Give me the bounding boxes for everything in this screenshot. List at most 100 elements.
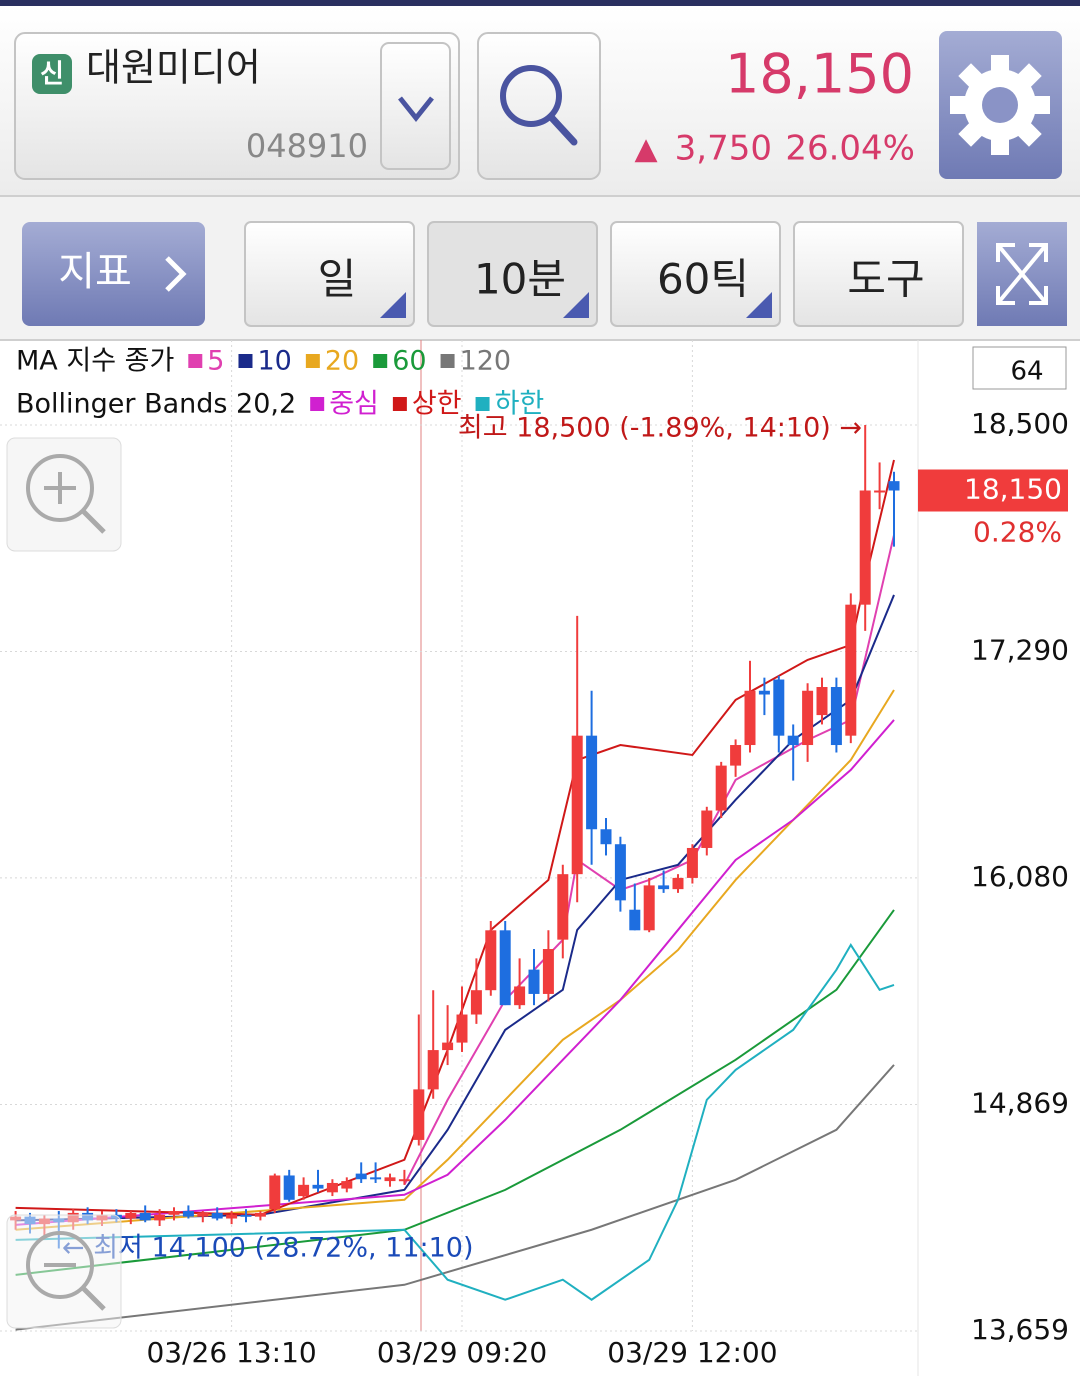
- legend-title: Bollinger Bands 20,2: [16, 389, 296, 420]
- candle-body: [557, 874, 569, 940]
- candle-body: [125, 1212, 137, 1219]
- grid: [0, 340, 918, 1332]
- change-arrow: ▲: [634, 132, 657, 167]
- indicator-line: [15, 719, 895, 1226]
- legend-swatch: [440, 354, 455, 368]
- candle-body: [874, 490, 886, 493]
- candle-body: [600, 829, 612, 845]
- legend-label: 중심: [329, 389, 379, 420]
- dropdown-corner: [380, 292, 406, 318]
- dropdown-corner: [746, 292, 772, 318]
- indicator-line: [15, 459, 895, 1216]
- legend-swatch: [373, 354, 388, 368]
- last-price-box: [918, 469, 1068, 512]
- candle-body: [672, 877, 684, 890]
- y-tick-label: 13,659: [971, 1313, 1069, 1346]
- dropdown-button[interactable]: [380, 42, 451, 170]
- count-box: [972, 346, 1067, 390]
- labels: 18,500 17,290 16,080 14,869 13,659 03/26 13:1…: [16, 346, 1069, 1370]
- toolbar-label: 60틱: [657, 255, 749, 304]
- legend-swatch: [305, 354, 320, 368]
- candle-body: [485, 930, 497, 991]
- indicator-line: [15, 942, 895, 1301]
- legend-swatch: [475, 397, 490, 411]
- candle-body: [154, 1214, 166, 1221]
- candle-body: [240, 1214, 252, 1217]
- candle-body: [586, 735, 598, 830]
- price: 18,150: [725, 43, 914, 106]
- candle-body: [715, 765, 727, 811]
- search-button[interactable]: [477, 32, 601, 180]
- zoom-handle: [81, 509, 106, 534]
- candle-body: [816, 687, 828, 716]
- candle-body: [629, 909, 641, 931]
- change: 3,750: [675, 129, 772, 169]
- candle-body: [442, 1042, 454, 1051]
- candle-body: [456, 1014, 468, 1043]
- toolbar-label: 일: [318, 255, 357, 304]
- x-tick-label: 03/26 13:10: [146, 1336, 316, 1369]
- candle-body: [830, 687, 842, 746]
- legend-label: 5: [207, 346, 224, 377]
- candle-body: [888, 481, 900, 491]
- toolbar-button[interactable]: [427, 221, 598, 327]
- toolbar-label: 10분: [474, 255, 566, 304]
- chevron: [398, 96, 434, 123]
- zoom-icon: [26, 454, 94, 522]
- candle-body: [730, 745, 742, 766]
- legend-swatch: [188, 354, 203, 368]
- badge: [32, 54, 72, 94]
- stock-name: 대원미디어: [86, 46, 261, 90]
- candle-body: [298, 1184, 310, 1197]
- candles: [10, 425, 900, 1249]
- candle-body: [139, 1212, 151, 1221]
- candle-body: [168, 1211, 180, 1215]
- candle-body: [283, 1175, 295, 1200]
- candle-body: [571, 735, 583, 875]
- candle-body: [686, 847, 698, 878]
- candle-body: [254, 1212, 266, 1217]
- candle-body: [226, 1214, 238, 1219]
- zoom-icon: [26, 1231, 94, 1299]
- last-change: 0.28%: [973, 516, 1062, 549]
- legend-swatch: [310, 397, 325, 411]
- candle-body: [370, 1177, 382, 1180]
- candle-body: [614, 844, 626, 901]
- indicator-button[interactable]: [22, 222, 205, 326]
- candle-body: [643, 885, 655, 931]
- y-tick-label: 14,869: [971, 1087, 1069, 1120]
- toolbar-button[interactable]: [244, 221, 415, 327]
- candle-body: [499, 930, 511, 1006]
- stock-code: 048910: [246, 127, 368, 165]
- search-handle: [547, 113, 578, 146]
- candle-body: [542, 949, 554, 994]
- low-annotation: ← 최저 14,100 (28.72%, 11:10): [62, 1233, 474, 1264]
- toolbar-button[interactable]: [610, 221, 781, 327]
- fullscreen-icon: [996, 243, 1048, 305]
- candle-body: [211, 1212, 223, 1219]
- y-tick-label: 18,500: [971, 407, 1069, 440]
- status-strip: [0, 0, 1080, 6]
- candle-body: [326, 1182, 338, 1193]
- candle-body: [658, 885, 670, 890]
- x-tick-label: 03/29 12:00: [607, 1336, 777, 1369]
- x-tick-label: 03/29 09:20: [377, 1336, 547, 1369]
- stock-selector[interactable]: [14, 32, 460, 180]
- toolbar-buttons: 일 10분 60틱 도구: [244, 221, 964, 327]
- candle-body: [470, 990, 482, 1015]
- legend-label: 하한: [495, 389, 545, 420]
- toolbar-button[interactable]: [793, 221, 964, 327]
- change-pct: 26.04%: [785, 129, 915, 169]
- candle-body: [427, 1050, 439, 1090]
- candle-body: [845, 604, 857, 736]
- legend-label: 120: [460, 346, 512, 377]
- y-tick-label: 16,080: [971, 860, 1069, 893]
- search-icon: [500, 65, 562, 127]
- indicator-line: [403, 534, 895, 1186]
- candle-body: [182, 1211, 194, 1217]
- toolbar-label: 도구: [847, 255, 924, 304]
- candle-body: [398, 1179, 410, 1182]
- indicator-lines: [15, 459, 895, 1331]
